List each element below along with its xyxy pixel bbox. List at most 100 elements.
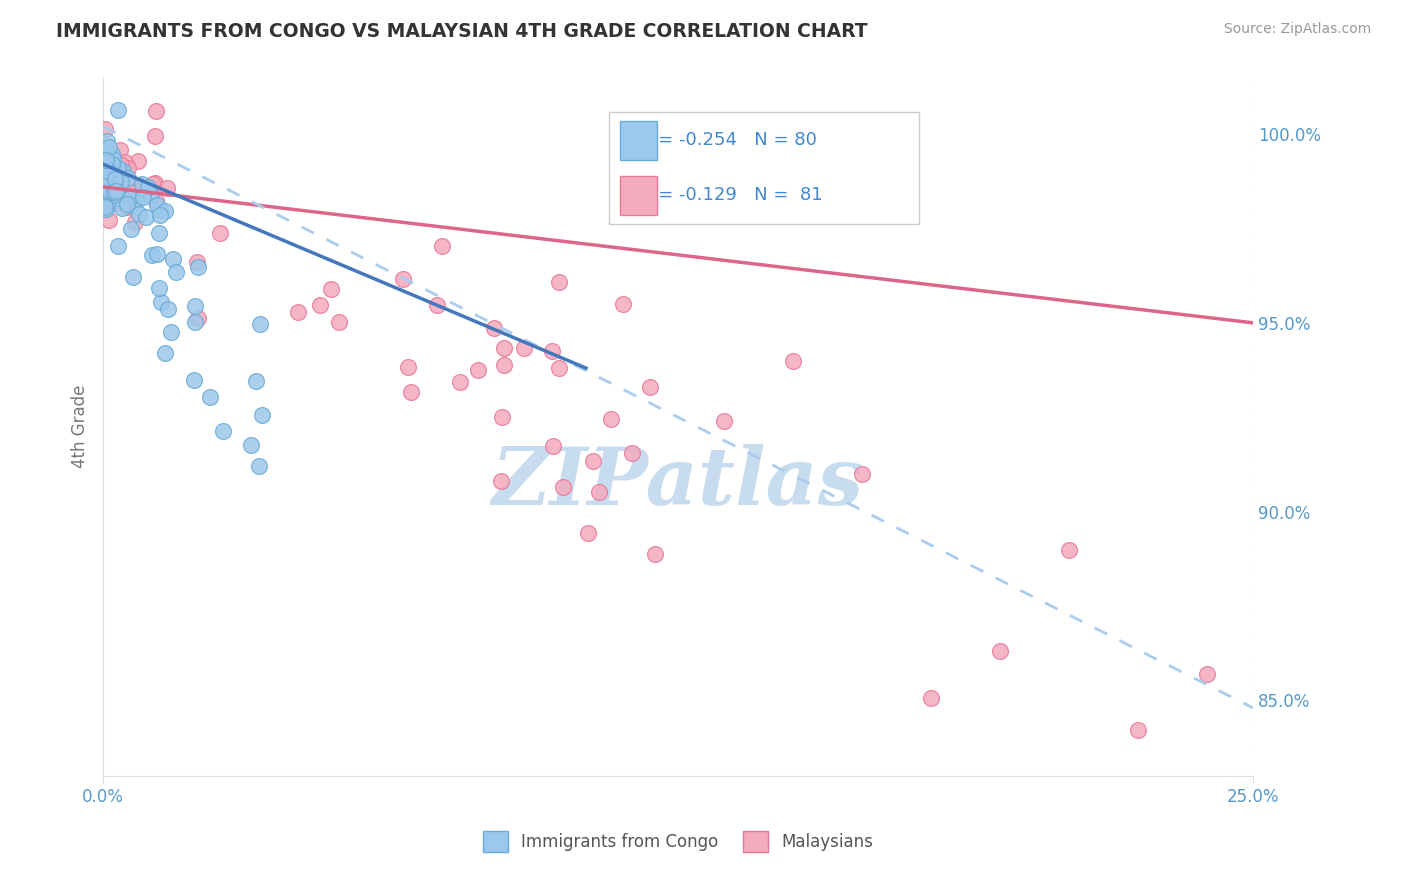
Point xyxy=(94,141,117,155)
Point xyxy=(94,198,117,212)
Point xyxy=(449,375,471,389)
Point xyxy=(156,301,179,316)
Text: R = -0.129   N =  81: R = -0.129 N = 81 xyxy=(640,186,823,204)
Point xyxy=(491,410,513,425)
Point xyxy=(494,341,516,355)
Point xyxy=(98,155,121,169)
Point xyxy=(541,439,564,453)
Point xyxy=(184,299,207,313)
Point xyxy=(540,344,562,359)
Point xyxy=(104,172,127,186)
Point xyxy=(104,185,127,199)
Point xyxy=(988,644,1011,658)
Point xyxy=(392,271,415,285)
Point xyxy=(93,198,115,212)
Point xyxy=(186,255,208,269)
Point xyxy=(149,294,172,309)
Point xyxy=(489,474,512,488)
Point xyxy=(107,192,129,206)
Point xyxy=(142,177,165,191)
Point xyxy=(97,191,120,205)
Point xyxy=(94,187,117,202)
Point xyxy=(396,359,419,374)
Point xyxy=(250,409,273,423)
Point xyxy=(145,104,167,119)
Point xyxy=(122,179,145,194)
Point xyxy=(120,222,142,236)
Point xyxy=(97,194,120,208)
Text: IMMIGRANTS FROM CONGO VS MALAYSIAN 4TH GRADE CORRELATION CHART: IMMIGRANTS FROM CONGO VS MALAYSIAN 4TH G… xyxy=(56,22,868,41)
Point xyxy=(165,265,187,279)
Point xyxy=(153,204,176,219)
Point xyxy=(96,135,118,149)
Point xyxy=(128,207,150,221)
Point xyxy=(131,177,153,191)
Point xyxy=(145,128,167,143)
Point xyxy=(115,196,138,211)
Text: ZIPatlas: ZIPatlas xyxy=(492,443,865,521)
Point xyxy=(93,191,115,205)
Point xyxy=(101,195,124,210)
Point xyxy=(920,691,942,706)
Point xyxy=(187,310,209,325)
Point xyxy=(117,200,139,214)
Point xyxy=(148,281,170,295)
Point xyxy=(96,145,118,159)
Point xyxy=(1195,667,1218,681)
Point xyxy=(115,174,138,188)
Point xyxy=(107,239,129,253)
Point xyxy=(98,213,121,227)
Point xyxy=(107,166,129,180)
Point xyxy=(101,162,124,177)
Point xyxy=(328,316,350,330)
Point xyxy=(121,198,143,212)
Legend: Immigrants from Congo, Malaysians: Immigrants from Congo, Malaysians xyxy=(475,824,880,858)
Point xyxy=(94,121,117,136)
Point xyxy=(638,380,661,394)
Point xyxy=(135,211,157,225)
Point xyxy=(146,198,169,212)
Point xyxy=(145,247,167,261)
Point xyxy=(100,195,122,210)
Point xyxy=(156,181,179,195)
Point xyxy=(93,191,115,205)
Point xyxy=(110,143,132,157)
Point xyxy=(155,346,177,360)
Point xyxy=(249,317,271,331)
Point xyxy=(212,425,235,439)
Point xyxy=(111,201,134,215)
Point xyxy=(117,161,139,175)
Point xyxy=(145,194,167,208)
Point xyxy=(467,363,489,377)
Point xyxy=(112,168,135,182)
Point xyxy=(183,373,205,387)
Text: R = -0.254   N = 80: R = -0.254 N = 80 xyxy=(640,131,817,149)
Point xyxy=(122,269,145,284)
Point xyxy=(107,103,129,117)
Point xyxy=(98,139,121,153)
Point xyxy=(148,208,170,222)
Point xyxy=(110,175,132,189)
Point xyxy=(141,248,163,262)
Point xyxy=(96,174,118,188)
Point xyxy=(93,154,115,169)
Point xyxy=(101,153,124,167)
Point xyxy=(713,413,735,427)
Point xyxy=(124,215,146,229)
Point xyxy=(319,282,342,296)
Point xyxy=(120,178,142,193)
Point xyxy=(187,260,209,274)
Point xyxy=(94,200,117,214)
Text: Source: ZipAtlas.com: Source: ZipAtlas.com xyxy=(1223,22,1371,37)
Point xyxy=(200,390,222,404)
Point xyxy=(162,252,184,267)
Point xyxy=(98,175,121,189)
Point xyxy=(93,145,115,159)
Point xyxy=(547,275,569,289)
Point xyxy=(94,169,117,183)
Point xyxy=(104,186,127,200)
Point xyxy=(124,194,146,208)
Point xyxy=(114,154,136,169)
Point xyxy=(183,314,205,328)
Point xyxy=(287,305,309,319)
